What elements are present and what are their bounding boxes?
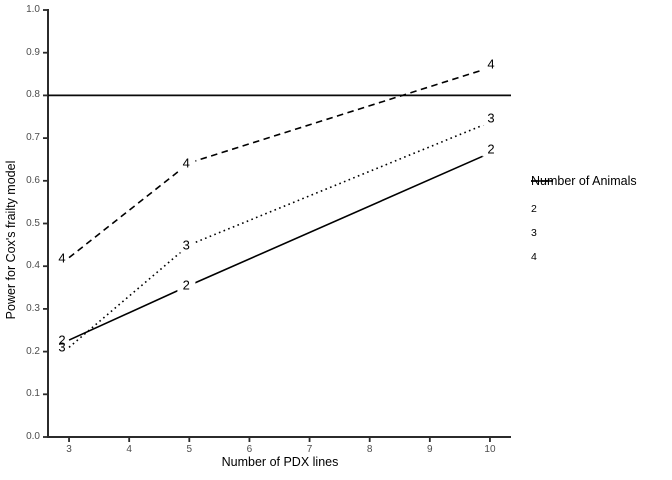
x-tick-label: 8 <box>366 444 373 455</box>
y-tick-label: 0.7 <box>26 132 40 144</box>
x-axis-title: Number of PDX lines <box>221 455 339 469</box>
point-label-series-2: 2 <box>482 141 500 157</box>
x-tick-label: 6 <box>246 444 253 455</box>
y-tick-label: 0.4 <box>26 260 40 272</box>
point-label-series-3: 3 <box>177 237 195 253</box>
y-tick-label: 0.5 <box>26 217 40 229</box>
legend-label: 4 <box>531 251 537 263</box>
legend-items: 2 3 4 <box>531 180 637 269</box>
legend-item-3: 3 <box>531 180 637 245</box>
series-line-4 <box>68 66 491 259</box>
y-tick-label: 0.9 <box>26 46 40 58</box>
point-label-series-4: 4 <box>177 155 195 171</box>
y-tick-label: 0.8 <box>26 89 40 101</box>
point-label-series-2: 2 <box>177 277 195 293</box>
legend-title: Number of Animals <box>531 174 637 188</box>
y-axis-title: Power for Cox's frailty model <box>4 160 18 320</box>
y-tick-label: 0.0 <box>26 431 40 442</box>
point-label-series-4: 4 <box>482 56 500 72</box>
legend-item-2: 2 <box>531 180 637 221</box>
series-line-3 <box>68 121 491 348</box>
point-label-series-4: 4 <box>58 250 66 266</box>
x-tick-label: 7 <box>306 444 313 455</box>
legend-label: 2 <box>531 203 537 215</box>
x-tick-label: 4 <box>126 444 132 455</box>
y-tick-label: 1.0 <box>26 4 40 15</box>
y-tick-label: 0.6 <box>26 174 40 186</box>
point-label-series-2: 2 <box>58 332 66 348</box>
x-tick-label: 5 <box>186 444 193 455</box>
y-tick-label: 0.2 <box>26 345 40 357</box>
legend-item-4: 4 <box>531 180 637 269</box>
y-tick-label: 0.1 <box>26 388 40 400</box>
legend-label: 3 <box>531 227 537 239</box>
point-label-series-3: 3 <box>58 339 66 355</box>
legend-swatch-dashed-icon <box>531 180 553 182</box>
series-line-2 <box>68 152 491 341</box>
x-tick-label: 9 <box>427 444 433 455</box>
x-tick-label: 10 <box>484 444 496 455</box>
legend: Number of Animals 2 3 4 <box>531 174 637 269</box>
x-tick-label: 3 <box>66 444 72 455</box>
y-tick-label: 0.3 <box>26 302 40 314</box>
point-label-series-3: 3 <box>482 110 500 126</box>
